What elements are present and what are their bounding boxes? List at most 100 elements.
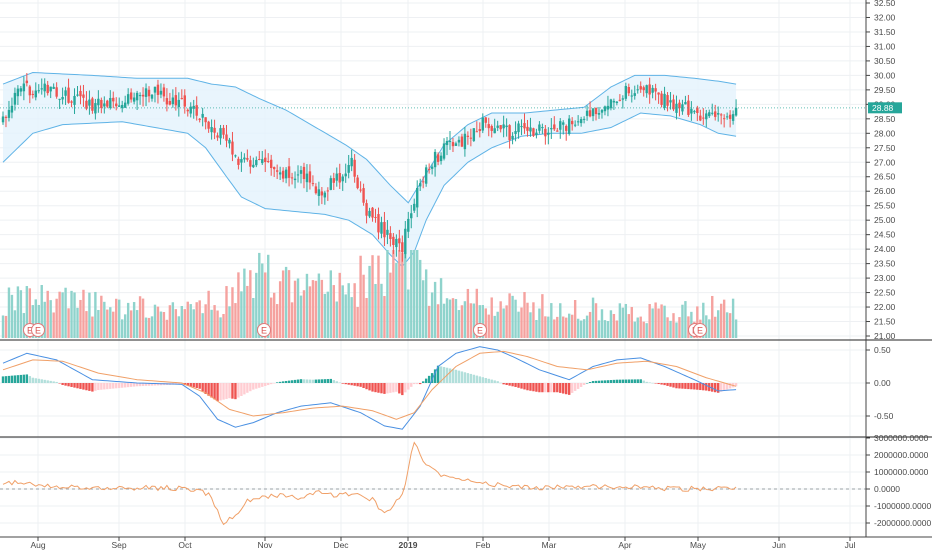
macd-histogram-bar — [219, 383, 222, 401]
volume-bar — [526, 302, 529, 338]
macd-histogram-bar — [216, 383, 219, 402]
candle-body — [73, 95, 76, 105]
candle-body — [40, 88, 43, 90]
oscillator-line — [2, 441, 737, 526]
volume-bar — [73, 292, 76, 338]
volume-bar — [305, 273, 309, 338]
macd-histogram-bar — [249, 383, 252, 392]
macd-histogram-bar — [293, 379, 297, 383]
volume-bar — [76, 307, 79, 338]
macd-line — [2, 346, 737, 430]
macd-histogram-bar — [115, 383, 118, 389]
macd-histogram-bar — [487, 378, 490, 383]
volume-bar — [475, 288, 479, 338]
macd-histogram-bar — [109, 383, 112, 389]
candle-body — [91, 98, 94, 111]
macd-histogram-bar — [58, 383, 61, 384]
macd-histogram-bar — [258, 383, 261, 388]
volume-bar — [246, 285, 249, 338]
candle-body — [201, 113, 204, 118]
candle-body — [302, 166, 306, 180]
candle-body — [630, 95, 633, 97]
volume-bar — [517, 311, 520, 338]
candle-body — [198, 118, 201, 120]
volume-bar — [123, 314, 127, 338]
volume-bar — [681, 304, 684, 338]
x-tick-label: Dec — [333, 540, 349, 550]
macd-histogram-bar — [347, 383, 350, 385]
volume-bar — [168, 305, 172, 338]
candle-body — [121, 104, 124, 109]
macd-histogram-bar — [141, 383, 145, 387]
macd-histogram-bar — [579, 383, 583, 387]
candle-body — [481, 117, 484, 131]
macd-histogram-bar — [630, 379, 633, 383]
y-tick-label: 26.50 — [874, 172, 896, 182]
macd-histogram-bar — [144, 383, 148, 386]
macd-histogram-bar — [237, 383, 240, 398]
candle-body — [556, 130, 559, 132]
candle-body — [7, 109, 11, 118]
volume-bar — [508, 293, 511, 338]
volume-bar — [642, 321, 645, 338]
macd-histogram-bar — [368, 383, 371, 391]
candle-body — [338, 173, 341, 183]
candle-body — [287, 166, 291, 178]
candle-body — [326, 190, 330, 192]
macd-histogram-bar — [722, 383, 726, 391]
volume-bar — [728, 313, 732, 338]
volume-bar — [332, 285, 335, 338]
volume-bar — [621, 307, 625, 338]
volume-bar — [448, 299, 452, 338]
candle-body — [67, 87, 70, 103]
volume-bar — [731, 298, 735, 338]
candle-body — [654, 88, 657, 92]
volume-bar — [299, 295, 303, 338]
macd-histogram-bar — [195, 383, 198, 389]
volume-bar — [58, 291, 61, 338]
volume-bar — [430, 292, 434, 338]
macd-histogram-bar — [550, 383, 553, 393]
macd-histogram-bar — [672, 383, 675, 388]
macd-histogram-bar — [511, 383, 514, 387]
volume-bar — [103, 301, 106, 338]
volume-bar — [573, 299, 577, 338]
macd-histogram-bar — [419, 383, 422, 385]
candle-body — [323, 192, 327, 198]
volume-bar — [216, 310, 219, 338]
macd-histogram-bar — [496, 381, 499, 383]
candle-body — [347, 164, 350, 173]
volume-bar — [472, 303, 476, 338]
candle-body — [413, 203, 416, 211]
earnings-markers[interactable]: EEEEEE — [23, 323, 707, 337]
earnings-marker[interactable]: E — [693, 323, 707, 337]
candle-body — [284, 169, 288, 179]
macd-histogram-bar — [88, 383, 91, 391]
candle-body — [272, 167, 276, 170]
macd-histogram-bar — [526, 383, 529, 391]
macd-histogram-bar — [666, 383, 669, 386]
volume-bar — [502, 308, 505, 338]
candle-body — [144, 88, 148, 97]
macd-histogram-bar — [463, 372, 467, 383]
candle-body — [633, 93, 636, 96]
volume-bar — [132, 302, 136, 338]
earnings-marker-label: E — [27, 326, 33, 336]
macd-histogram-bar — [651, 382, 654, 384]
macd-histogram-bar — [436, 365, 440, 383]
candle-body — [645, 85, 648, 94]
macd-histogram-bar — [612, 379, 616, 383]
earnings-marker[interactable]: E — [473, 323, 487, 337]
macd-histogram-bar — [19, 374, 23, 383]
earnings-marker[interactable]: E — [257, 323, 271, 337]
volume-bar — [389, 272, 392, 338]
volume-bar — [49, 300, 52, 338]
candle-body — [600, 110, 604, 113]
candle-body — [153, 86, 157, 93]
volume-bar — [284, 266, 288, 338]
candle-body — [520, 126, 523, 128]
macd-histogram-bar — [180, 383, 183, 385]
earnings-marker[interactable]: E — [31, 323, 45, 337]
